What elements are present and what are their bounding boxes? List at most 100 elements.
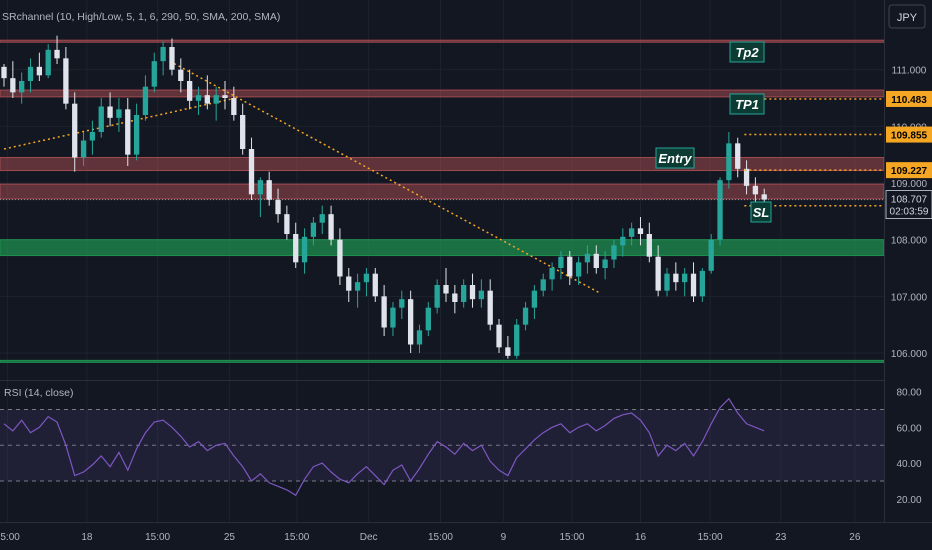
candle (222, 81, 228, 110)
candle (107, 92, 113, 127)
candle (726, 132, 732, 189)
rsi-line (3, 397, 765, 497)
candle (19, 72, 25, 104)
price-tag: 109.855 (886, 126, 932, 143)
candle (399, 290, 405, 319)
candle (231, 86, 237, 121)
candle (10, 61, 16, 98)
candle (425, 302, 431, 336)
time-axis-label: 15:00 (428, 532, 453, 543)
candle (169, 38, 175, 76)
trend-line-0 (169, 60, 602, 295)
resistance-zone-2 (0, 157, 885, 172)
candle (63, 47, 69, 110)
price-axis[interactable] (884, 0, 932, 522)
candle (531, 285, 538, 319)
price-axis-label: 108.000 (891, 236, 928, 247)
candle (354, 273, 361, 308)
currency-label: JPY (897, 12, 918, 24)
candle (301, 228, 308, 274)
candle (487, 279, 493, 331)
trade-label-sl[interactable]: SL (750, 201, 772, 223)
candle (390, 302, 396, 336)
candle (178, 58, 184, 93)
candle (125, 98, 131, 166)
candle (186, 69, 193, 110)
trade-label-tp2[interactable]: Tp2 (729, 41, 765, 63)
current-price-tag: 108.707 02:03:59 (885, 190, 932, 220)
candle (628, 222, 635, 246)
current-price-countdown: 02:03:59 (890, 207, 929, 218)
candle (89, 120, 96, 155)
candle (682, 268, 688, 297)
candle (717, 177, 723, 246)
candle (752, 177, 759, 206)
candle (452, 285, 458, 314)
rsi-indicator-legend[interactable]: RSI (14, close) (4, 387, 73, 399)
trade-label-tp1[interactable]: TP1 (729, 93, 765, 115)
candle (142, 75, 149, 121)
candle (337, 228, 343, 285)
candle (646, 222, 652, 263)
candle (346, 268, 352, 302)
candle (496, 319, 502, 353)
price-tag: 109.227 (886, 162, 932, 179)
candle (655, 245, 661, 297)
main-indicator-legend[interactable]: SRchannel (10, High/Low, 5, 1, 6, 290, 5… (2, 11, 280, 23)
time-axis-label: Dec (360, 532, 378, 543)
candle (310, 217, 317, 246)
candle (293, 222, 299, 268)
candle (116, 98, 122, 132)
candle (1, 64, 7, 87)
candle (637, 217, 644, 246)
candle (240, 103, 246, 155)
candle (673, 262, 679, 291)
candle (160, 41, 166, 76)
candle (593, 245, 599, 274)
candlestick-series[interactable] (1, 35, 767, 359)
support-zone-4 (0, 239, 885, 257)
target-lines (744, 98, 884, 207)
candle (522, 302, 529, 331)
candle (540, 273, 546, 297)
candle (36, 52, 43, 81)
candle (319, 205, 325, 234)
candle (469, 273, 476, 308)
trade-label-entry[interactable]: Entry (655, 147, 695, 169)
candle (567, 251, 573, 285)
time-axis[interactable]: 15:00 18 15:00 25 15:00 Dec 15:00 9 15:00 16 15:00… (0, 532, 861, 543)
candle (584, 245, 591, 274)
svg-text:109.227: 109.227 (891, 166, 928, 177)
candle (699, 268, 706, 302)
tp1-text: TP1 (735, 97, 759, 112)
candle (248, 137, 255, 200)
time-axis-label: 9 (501, 532, 507, 543)
sl-text: SL (753, 205, 770, 220)
candle (363, 268, 370, 297)
price-axis-label: 106.000 (891, 349, 928, 360)
candle (549, 262, 555, 291)
candle (72, 92, 78, 172)
support-zone-5 (0, 359, 885, 363)
candle (80, 132, 87, 166)
time-axis-label: 16 (635, 532, 647, 543)
candle (27, 58, 34, 93)
candle (45, 44, 51, 79)
current-price-value: 108.707 (891, 195, 928, 206)
candle (381, 285, 387, 336)
time-axis-label: 15:00 (284, 532, 309, 543)
time-axis-label: 26 (849, 532, 861, 543)
candle (98, 98, 104, 138)
rsi-axis-label: 80.00 (896, 388, 921, 399)
currency-button[interactable]: JPY (888, 4, 926, 29)
candle (708, 234, 714, 274)
candle (204, 75, 210, 110)
candle (743, 160, 750, 195)
candle (328, 205, 334, 246)
candle (505, 336, 511, 359)
time-axis-label: 25 (224, 532, 236, 543)
rsi-axis-labels: 80.00 60.00 40.00 20.00 (896, 388, 921, 506)
time-axis-label: 15:00 (145, 532, 170, 543)
candle (443, 268, 449, 302)
